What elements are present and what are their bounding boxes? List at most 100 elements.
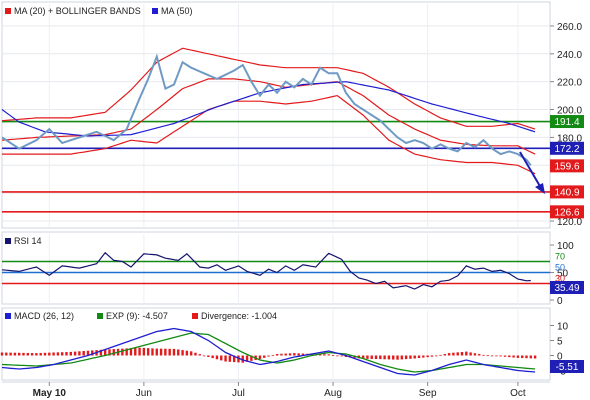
projection-arrow-head [535,183,545,194]
rsi-legend: RSI 14 [5,236,42,246]
price-tick-label: 200.0 [557,106,582,117]
divergence-bar [469,352,472,356]
divergence-bar [194,352,197,356]
divergence-bar [533,355,537,359]
divergence-bar [39,352,42,356]
divergence-bar [512,355,515,358]
macd-panel-frame [1,307,551,381]
price-levels [2,120,550,213]
divergence-bar [284,353,287,356]
divergence-bar [181,350,184,356]
legend-swatch-rsi [5,238,11,244]
divergence-bar [447,353,451,356]
divergence-bar [99,349,103,356]
divergence-bar [413,355,416,359]
divergence-bar [404,355,408,360]
divergence-bar [430,355,434,357]
divergence-bar [86,350,90,356]
x-tick-label: Aug [324,388,342,399]
rsi-level-label: 70 [555,252,565,262]
price-tick-label: 220.0 [557,78,582,89]
divergence-bar [134,347,137,356]
price-legend: MA (20) + BOLLINGER BANDS MA (50) [5,6,193,16]
divergence-bar [22,352,25,356]
rsi-value-badge: 35.49 [550,281,584,294]
divergence-bar [490,355,494,357]
price-tick-label: 240.0 [557,50,582,61]
price-level-label: 172.2 [554,144,579,155]
divergence-bar [56,352,60,356]
divergence-bar [267,355,270,357]
divergence-bar [91,350,94,356]
divergence-bar [250,355,253,361]
price-level-badge [550,205,584,219]
divergence-bar [26,352,29,356]
divergence-bar [189,351,193,356]
divergence-bar [78,351,81,356]
divergence-bar [327,354,330,356]
divergence-bar [323,354,326,356]
divergence-bar [499,355,502,357]
divergence-bar [525,355,528,359]
price-grid [2,4,550,228]
price-level-label: 140.9 [554,187,579,198]
divergence-bar [146,348,150,356]
legend-swatch-exp [97,313,103,319]
divergence-bar [482,354,485,356]
divergence-bar [297,353,300,356]
price-tick-label: 180.0 [557,133,582,144]
divergence-bar [142,347,146,356]
price-level-badge [550,185,584,199]
divergence-bar [164,348,167,356]
divergence-bar [400,355,404,360]
divergence-bar [9,352,12,356]
divergence-bar [417,355,421,359]
projection-arrow [519,151,545,194]
divergence-bar [383,355,386,360]
divergence-bar [396,355,399,360]
divergence-bar [293,353,296,356]
macd-legend: MACD (26, 12) EXP (9): -4.507 Divergence… [5,311,277,321]
divergence-bar [521,355,524,359]
x-tick-label: Jun [136,388,152,399]
rsi-level-label: 30 [555,274,565,284]
divergence-bar [392,355,395,360]
divergence-bar [379,355,382,360]
divergence-bar [103,349,107,356]
price-series-price [1,53,532,166]
legend-swatch-ma50 [152,8,158,14]
divergence-bar [43,352,47,356]
legend-label-macd: MACD (26, 12) [14,311,74,321]
divergence-bar [220,355,223,361]
divergence-bar [151,348,154,356]
divergence-bar [439,354,442,356]
divergence-bar [452,352,455,356]
rsi-panel-frame [1,231,551,305]
divergence-bar [310,354,313,356]
divergence-bar [422,355,425,358]
divergence-bar [82,351,85,356]
macd-value-badge-bg [550,360,584,373]
divergence-bar [211,355,214,359]
price-series-lower-band [2,94,536,175]
divergence-bar [288,353,292,356]
rsi-tick-label: 50 [557,269,569,280]
divergence-bar [168,348,171,356]
divergence-bar [65,352,68,356]
x-tick-label: May 10 [33,388,67,399]
divergence-bar [263,355,266,358]
divergence-bar [237,355,240,363]
rsi-value-badge-bg [550,281,584,294]
divergence-bar [340,355,343,357]
divergence-bar [344,355,348,357]
divergence-bar [108,349,111,356]
divergence-bar [112,349,115,356]
divergence-bar [460,351,464,356]
divergence-bar [280,353,283,356]
price-series-ma50 [1,81,536,137]
rsi-level-label: 50 [555,263,565,273]
legend-label-divergence: Divergence: -1.004 [201,311,277,321]
divergence-bar [529,355,533,359]
